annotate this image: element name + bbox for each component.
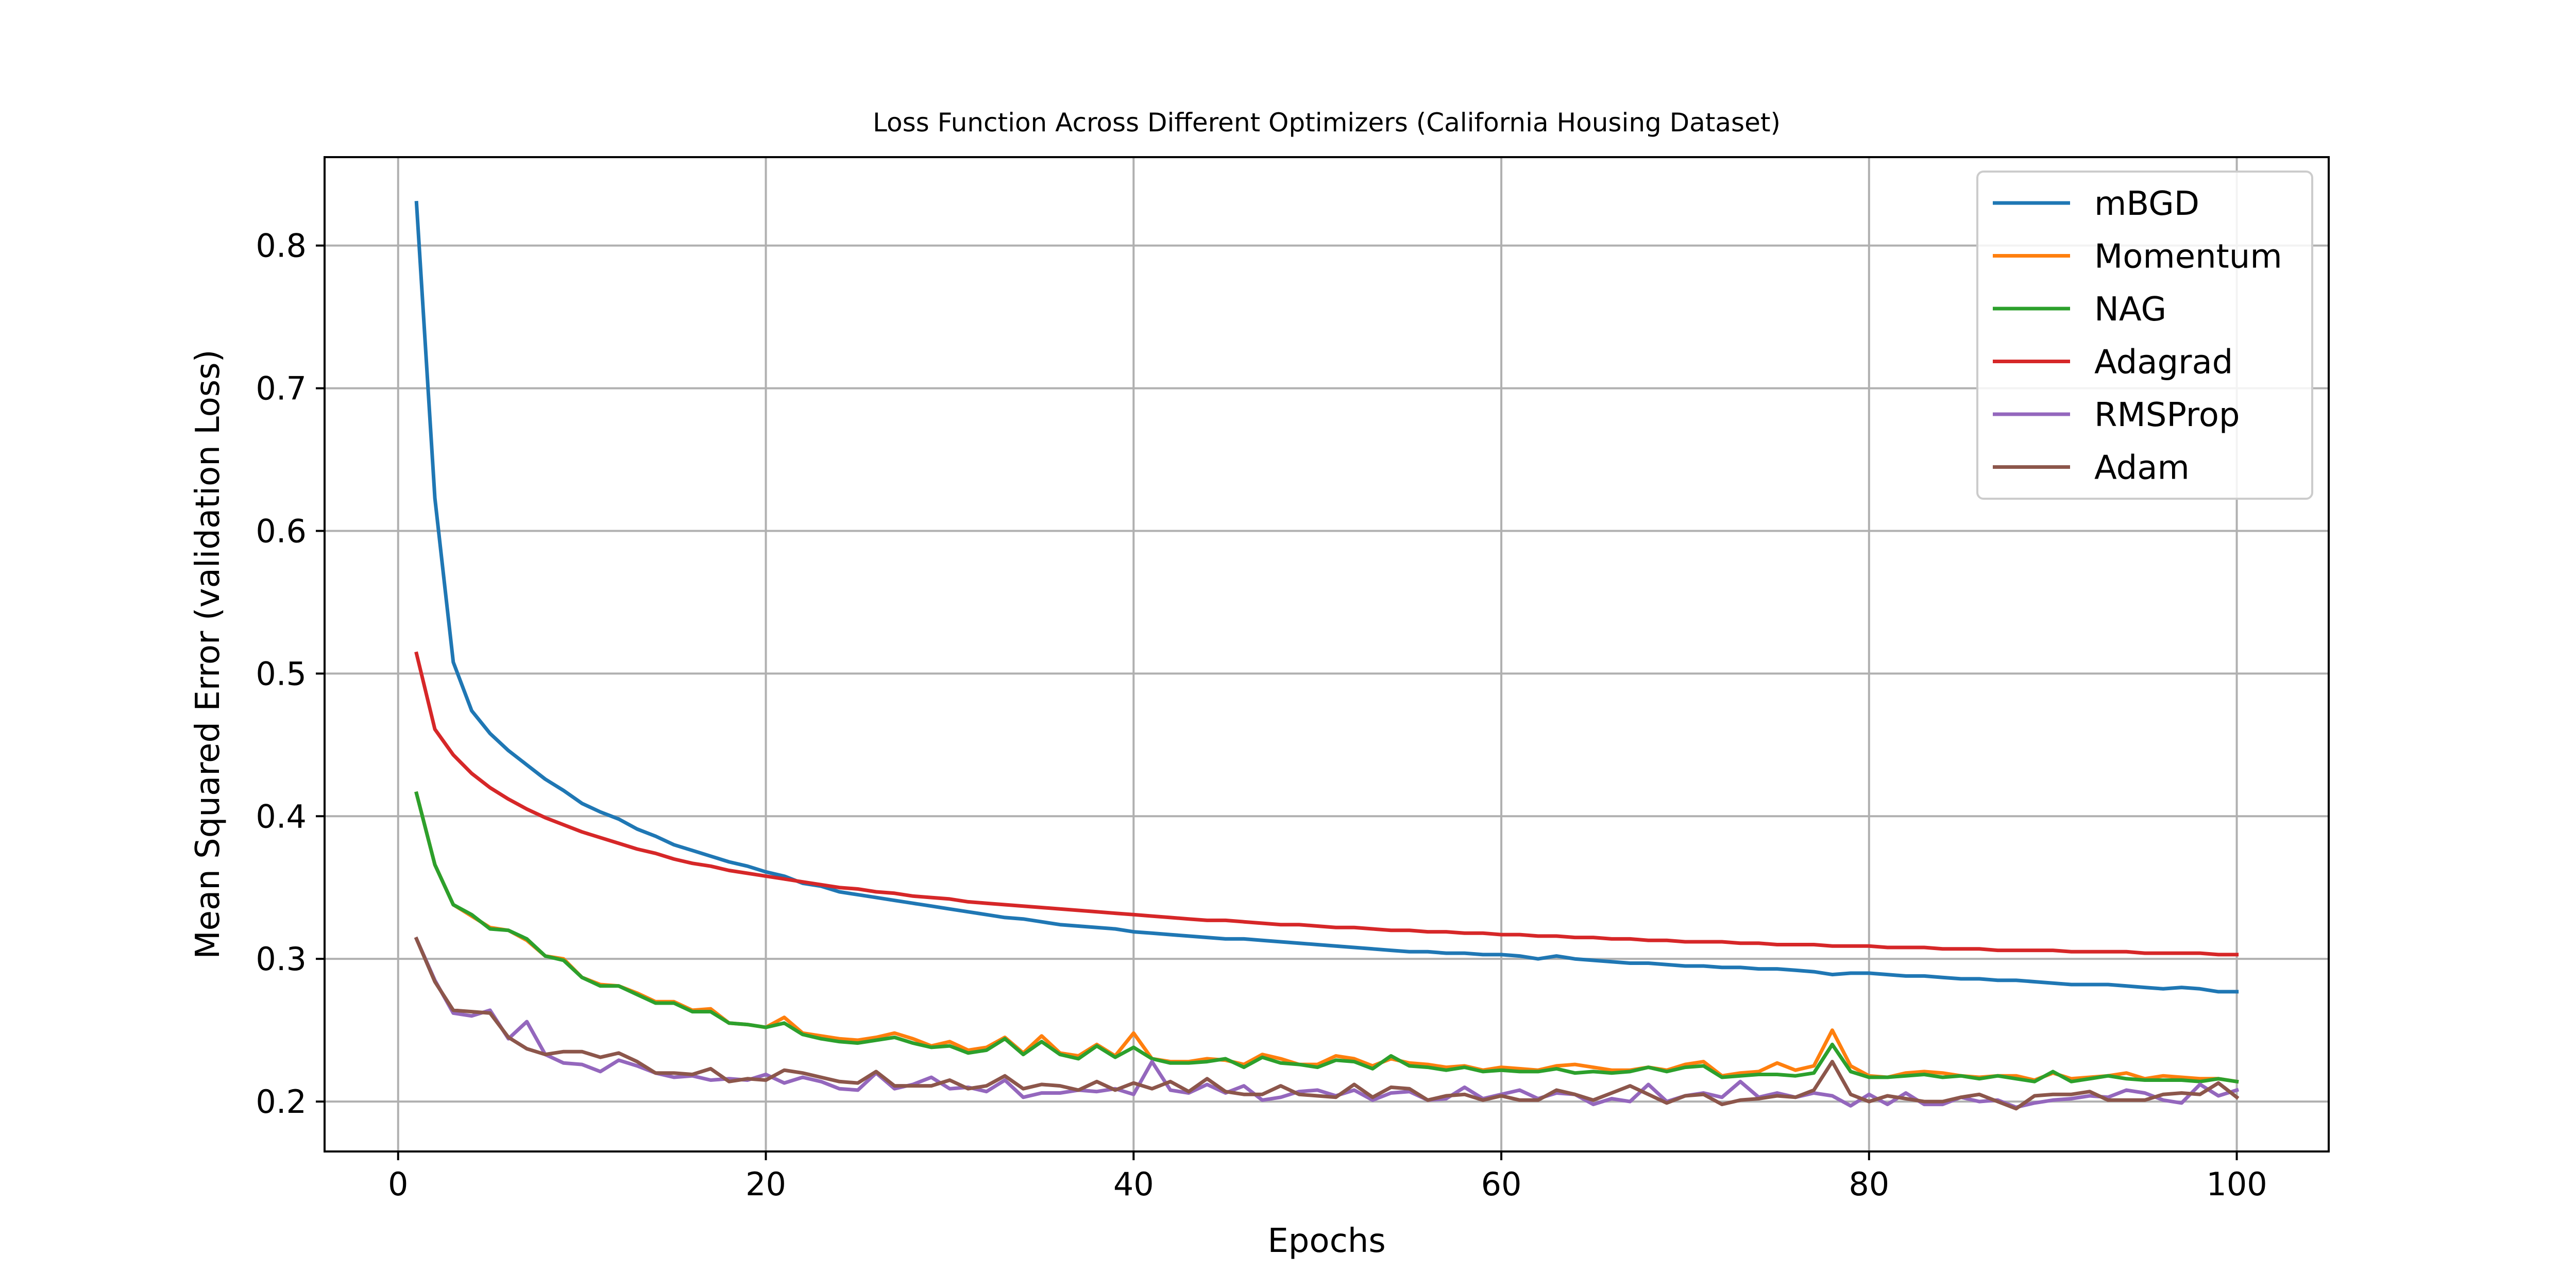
legend-label-adam: Adam: [2094, 449, 2190, 487]
legend-label-rmsprop: RMSProp: [2094, 396, 2240, 434]
y-axis-label: Mean Squared Error (validation Loss): [189, 349, 227, 959]
x-tick-label: 0: [388, 1165, 408, 1203]
x-tick-label: 20: [745, 1165, 786, 1203]
x-tick-label: 80: [1849, 1165, 1889, 1203]
legend-label-nag: NAG: [2094, 291, 2166, 329]
x-axis-label: Epochs: [1267, 1222, 1385, 1260]
y-tick-label: 0.8: [256, 227, 307, 265]
x-tick-label: 40: [1113, 1165, 1154, 1203]
x-tick-label: 100: [2206, 1165, 2267, 1203]
legend-label-adagrad: Adagrad: [2094, 344, 2233, 382]
y-tick-label: 0.2: [256, 1083, 307, 1121]
series-line-adam: [414, 936, 2240, 1111]
series-line-mbgd: [414, 200, 2239, 994]
series-line-nag: [414, 791, 2239, 1084]
plot-frame: [324, 156, 2330, 1153]
legend-label-mbgd: mBGD: [2094, 185, 2199, 223]
x-tick-label: 60: [1481, 1165, 1522, 1203]
legend: mBGD Momentum NAG Adagrad RMSProp Adam: [1976, 171, 2313, 500]
y-tick-label: 0.7: [256, 370, 307, 408]
chart-title: Loss Function Across Different Optimizer…: [873, 108, 1781, 138]
series-line-rmsprop: [414, 936, 2239, 1109]
legend-frame: [1976, 171, 2313, 500]
y-tick-label: 0.3: [256, 940, 307, 978]
y-tick-label: 0.4: [256, 798, 307, 835]
y-tick-label: 0.5: [256, 655, 307, 692]
legend-label-momentum: Momentum: [2094, 238, 2282, 276]
y-tick-label: 0.6: [256, 512, 307, 550]
series-lines: [414, 200, 2240, 1111]
axis-ticks: 0 20 40 60 80 100 0.2 0.3 0.4 0.5 0.6 0.7 0.8: [256, 227, 2267, 1203]
series-line-adagrad: [414, 651, 2239, 957]
